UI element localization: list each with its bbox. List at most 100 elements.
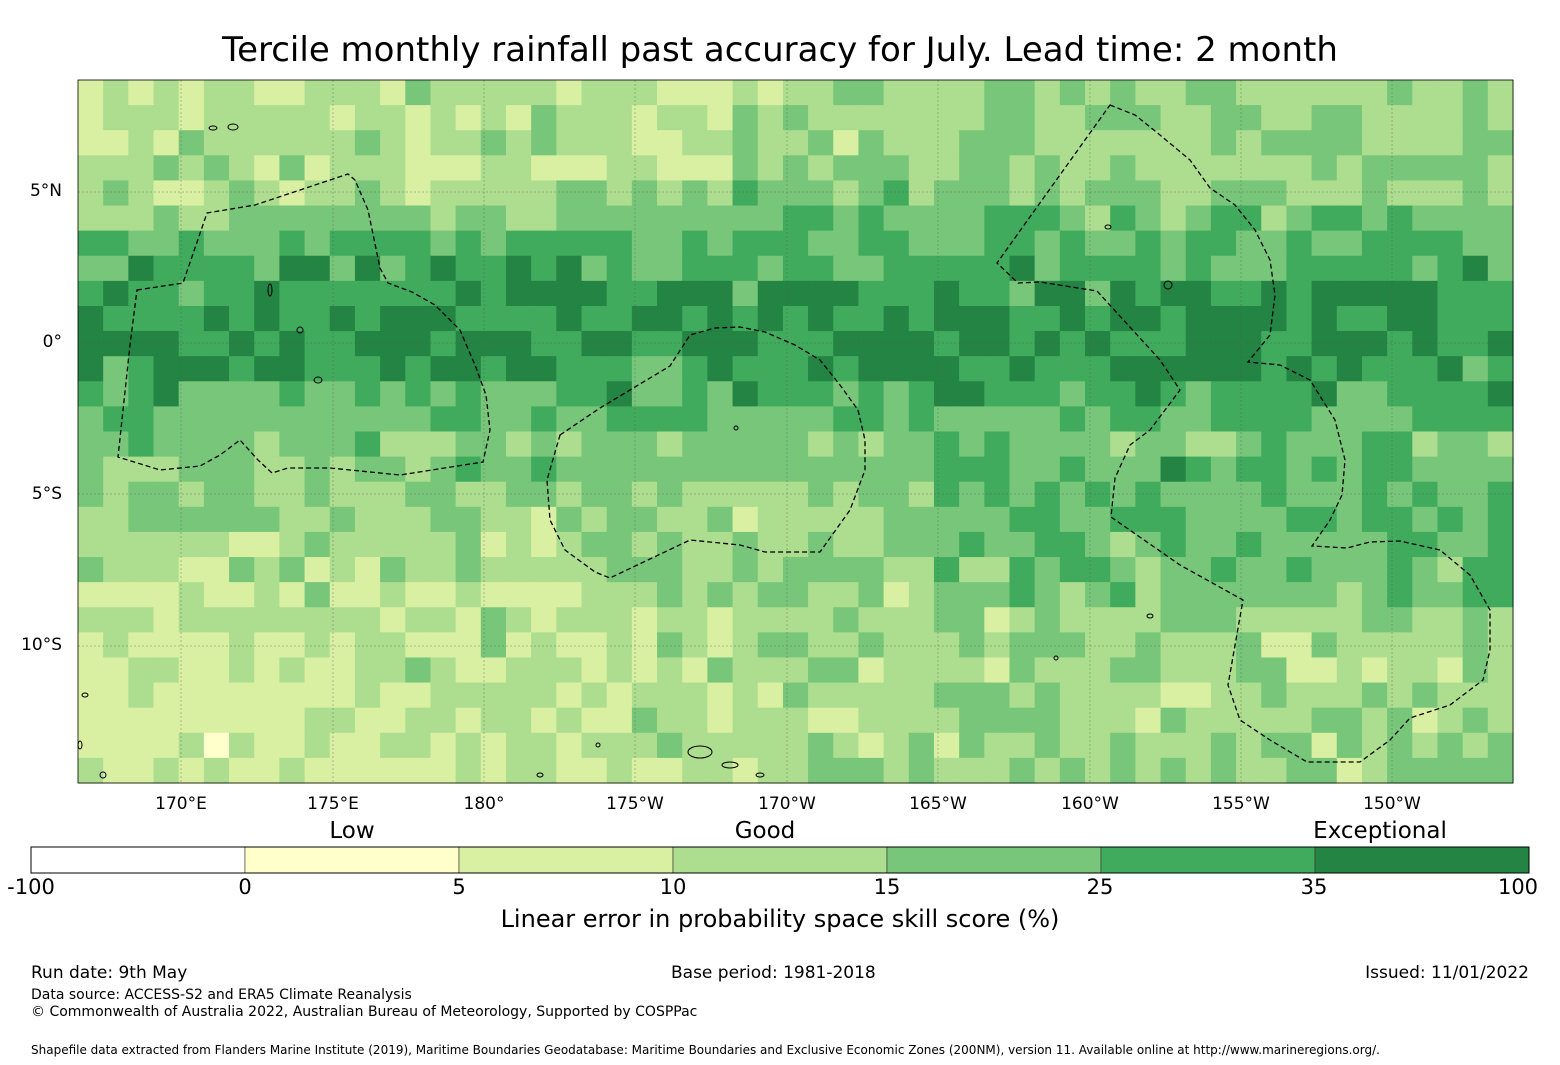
grid-cell <box>1261 506 1288 533</box>
grid-cell <box>1412 531 1439 558</box>
grid-cell <box>103 331 129 357</box>
grid-cell <box>707 682 734 709</box>
grid-cell <box>657 105 683 131</box>
grid-cell <box>279 205 306 232</box>
grid-cell <box>1261 280 1288 307</box>
grid-cell <box>883 481 910 508</box>
grid-cell <box>1462 130 1489 156</box>
grid-cell <box>1236 381 1262 407</box>
grid-cell <box>128 582 155 608</box>
grid-cell <box>657 757 683 784</box>
grid-cell <box>732 356 759 382</box>
grid-cell <box>556 506 583 533</box>
grid-cell <box>933 80 960 106</box>
grid-cell <box>556 607 583 633</box>
grid-cell <box>606 456 633 483</box>
grid-cell <box>833 557 860 583</box>
grid-cell <box>128 381 155 407</box>
grid-cell <box>1462 331 1489 357</box>
grid-cell <box>858 431 885 458</box>
grid-cell <box>1085 707 1111 734</box>
lon-label-180: 180° <box>463 794 505 814</box>
grid-cell <box>1462 531 1489 558</box>
grid-cell <box>1361 406 1388 433</box>
grid-cell <box>1085 456 1111 483</box>
grid-cell <box>304 757 331 784</box>
grid-cell <box>657 356 683 382</box>
grid-cell <box>556 105 583 131</box>
grid-cell <box>229 356 255 382</box>
grid-cell <box>833 155 860 182</box>
grid-cell <box>203 682 230 709</box>
grid-cell <box>1311 356 1338 382</box>
grid-cell <box>1487 381 1514 407</box>
grid-cell <box>707 105 734 131</box>
grid-cell <box>531 255 557 282</box>
grid-cell <box>279 280 306 307</box>
grid-cell <box>153 506 180 533</box>
grid-cell <box>933 607 960 633</box>
grid-cell <box>1059 356 1086 382</box>
grid-cell <box>707 557 734 583</box>
grid-cell <box>833 230 860 257</box>
grid-cell <box>1110 180 1136 207</box>
grid-cell <box>1059 180 1086 207</box>
grid-cell <box>1034 632 1061 659</box>
grid-cell <box>1236 582 1262 608</box>
grid-cell <box>1059 80 1086 106</box>
grid-cell <box>631 356 658 382</box>
grid-cell <box>1387 105 1413 131</box>
grid-cell <box>1185 481 1212 508</box>
grid-cell <box>480 255 507 282</box>
grid-cell <box>606 280 633 307</box>
grid-cell <box>430 381 457 407</box>
grid-cell <box>631 381 658 407</box>
grid-cell <box>606 105 633 131</box>
grid-cell <box>1387 657 1413 684</box>
grid-cell <box>757 105 784 131</box>
grid-cell <box>606 80 633 106</box>
grid-cell <box>581 682 608 709</box>
grid-cell <box>606 707 633 734</box>
island-outline <box>721 761 739 769</box>
grid-cell <box>1009 280 1036 307</box>
grid-cell <box>304 155 331 182</box>
grid-cell <box>1412 657 1439 684</box>
grid-cell <box>883 356 910 382</box>
grid-cell <box>1034 356 1061 382</box>
grid-cell <box>254 105 281 131</box>
grid-cell <box>1361 657 1388 684</box>
grid-cell <box>505 331 532 357</box>
grid-cell <box>1034 757 1061 784</box>
grid-cell <box>1059 130 1086 156</box>
grid-cell <box>1336 632 1363 659</box>
grid-cell <box>304 356 331 382</box>
category-low: Low <box>329 818 375 844</box>
grid-cell <box>1034 205 1061 232</box>
grid-cell <box>455 582 482 608</box>
grid-cell <box>229 305 255 332</box>
grid-cell <box>354 632 381 659</box>
grid-cell <box>229 707 255 734</box>
grid-cell <box>279 607 306 633</box>
grid-cell <box>933 381 960 407</box>
grid-cell <box>1034 732 1061 759</box>
grid-cell <box>1487 707 1514 734</box>
grid-cell <box>1387 255 1413 282</box>
grid-cell <box>707 356 734 382</box>
grid-cell <box>380 456 406 483</box>
grid-cell <box>833 682 860 709</box>
grid-cell <box>933 557 960 583</box>
island-outline <box>1104 224 1112 230</box>
grid-cell <box>833 105 860 131</box>
grid-cell <box>1185 280 1212 307</box>
grid-cell <box>405 255 432 282</box>
grid-cell <box>103 356 129 382</box>
grid-cell <box>229 105 255 131</box>
grid-cell <box>1412 130 1439 156</box>
grid-cell <box>254 757 281 784</box>
grid-cell <box>304 456 331 483</box>
grid-cell <box>1361 557 1388 583</box>
grid-cell <box>1286 105 1313 131</box>
grid-cell <box>1185 205 1212 232</box>
